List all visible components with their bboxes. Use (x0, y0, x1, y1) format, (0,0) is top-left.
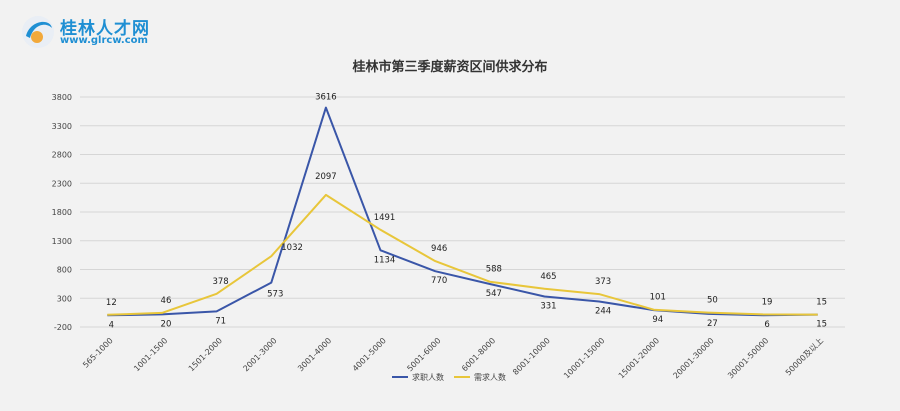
data-label: 20 (161, 319, 172, 329)
data-labels: 4 20 71 573 3616 1134 770 547 331 244 94 27 6 15 12 46 3… (106, 93, 827, 331)
chart-title: 桂林市第三季度薪资区间供求分布 (351, 59, 547, 75)
data-label: 4 (109, 320, 114, 330)
data-label: 19 (762, 297, 773, 307)
x-tick-label: 4001-5000 (351, 336, 388, 373)
x-tick-label: 15001-20000 (617, 336, 661, 380)
series-line-1 (107, 106, 818, 317)
y-axis: -200 300 800 1300 1800 2300 2800 3300 3800 (52, 93, 72, 332)
y-tick-label: -200 (54, 323, 72, 332)
data-label: 3616 (315, 93, 337, 103)
data-label: 331 (540, 301, 556, 311)
y-tick-label: 2300 (52, 179, 72, 188)
y-tick-label: 3800 (52, 93, 72, 102)
data-label: 373 (595, 277, 611, 287)
y-tick-label: 3300 (52, 122, 72, 131)
y-tick-label: 1300 (52, 237, 72, 246)
logo-name: 桂林人才网 (60, 19, 150, 39)
x-tick-label: 20001-30000 (671, 336, 715, 380)
y-tick-label: 2800 (52, 151, 72, 160)
x-tick-label: 3001-4000 (296, 336, 333, 373)
legend: 求职人数 需求人数 (392, 372, 506, 382)
data-label: 6 (764, 320, 769, 330)
data-label: 244 (595, 306, 611, 316)
logo-url: www.glrcw.com (60, 35, 148, 46)
series-line-2 (107, 193, 818, 316)
data-label: 46 (161, 296, 172, 306)
x-axis: 565-1000 1001-1500 1501-2000 2001-3000 3001-… (81, 336, 825, 380)
x-tick-label: 565-1000 (81, 336, 115, 370)
data-label: 15 (816, 298, 827, 308)
x-tick-label: 30001-50000 (726, 336, 770, 380)
x-tick-label: 8001-10000 (511, 336, 552, 377)
x-tick-label: 6001-8000 (460, 336, 497, 373)
x-tick-label: 1501-2000 (187, 336, 224, 373)
data-label: 71 (215, 316, 226, 326)
data-label: 1134 (374, 255, 396, 265)
y-tick-label: 800 (57, 266, 72, 275)
data-label: 588 (486, 265, 502, 275)
data-label: 1032 (281, 243, 303, 253)
data-label: 946 (431, 244, 447, 254)
data-label: 50 (707, 296, 718, 306)
y-tick-label: 300 (57, 294, 72, 303)
y-tick-label: 1800 (52, 208, 72, 217)
x-tick-label: 5001-6000 (405, 336, 442, 373)
data-label: 94 (652, 315, 663, 325)
x-tick-label: 1001-1500 (132, 336, 169, 373)
data-label: 1491 (374, 213, 396, 223)
series-lines (107, 106, 818, 317)
brand-logo: 桂林人才网 www.glrcw.com (20, 12, 180, 52)
data-label: 101 (650, 293, 666, 303)
x-tick-label: 10001-15000 (562, 336, 606, 380)
legend-label: 需求人数 (474, 372, 506, 382)
data-label: 378 (212, 277, 228, 287)
data-label: 2097 (315, 172, 337, 182)
data-label: 573 (267, 290, 283, 300)
logo-icon (22, 16, 54, 48)
x-tick-label: 50000及以上 (784, 336, 825, 377)
data-label: 27 (707, 319, 718, 329)
data-label: 465 (540, 272, 556, 282)
data-label: 12 (106, 298, 117, 308)
x-tick-label: 2001-3000 (241, 336, 278, 373)
grid-lines (80, 96, 845, 328)
data-label: 770 (431, 276, 447, 286)
data-label: 547 (486, 289, 502, 299)
legend-label: 求职人数 (412, 372, 444, 382)
data-label: 15 (816, 320, 827, 330)
